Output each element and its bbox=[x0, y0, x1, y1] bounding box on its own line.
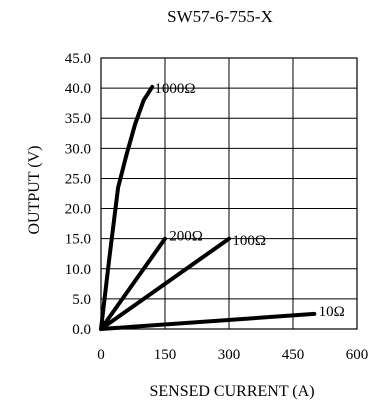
y-tick-label-5: 25.0 bbox=[65, 171, 91, 187]
plot-frame bbox=[100, 57, 358, 330]
grid bbox=[100, 57, 358, 330]
x-tick-label-4: 600 bbox=[346, 347, 369, 363]
x-tick-label-0: 0 bbox=[97, 347, 105, 363]
y-tick-label-2: 10.0 bbox=[65, 262, 91, 278]
y-tick-label-7: 35.0 bbox=[65, 111, 91, 127]
series-labels: 1000Ω 200Ω 100Ω 10Ω bbox=[154, 81, 344, 320]
series-layer bbox=[99, 84, 317, 331]
y-tick-label-1: 5.0 bbox=[72, 292, 91, 308]
series-line-0 bbox=[99, 84, 155, 331]
series-line-3 bbox=[99, 311, 317, 331]
series-line-2 bbox=[99, 236, 231, 331]
y-tick-label-8: 40.0 bbox=[65, 81, 91, 97]
y-tick-label-4: 20.0 bbox=[65, 202, 91, 218]
y-tick-label-3: 15.0 bbox=[65, 232, 91, 248]
series-label-0: 1000Ω bbox=[154, 81, 195, 97]
x-tick-label-2: 300 bbox=[218, 347, 241, 363]
x-axis-label: SENSED CURRENT (A) bbox=[149, 383, 314, 400]
x-tick-label-3: 450 bbox=[282, 347, 305, 363]
y-tick-label-0: 0.0 bbox=[72, 322, 91, 338]
tick-labels: 0.0 5.0 10.0 15.0 20.0 25.0 30.0 35.0 40.0 45.0 0 1… bbox=[65, 51, 369, 363]
series-line-1 bbox=[99, 236, 167, 331]
series-label-3: 10Ω bbox=[319, 304, 345, 320]
x-tick-label-1: 150 bbox=[154, 347, 177, 363]
series-label-2: 100Ω bbox=[232, 233, 266, 249]
y-tick-label-9: 45.0 bbox=[65, 51, 91, 67]
y-tick-label-6: 30.0 bbox=[65, 141, 91, 157]
chart-title: SW57-6-755-X bbox=[167, 7, 273, 26]
y-axis-label: OUTPUT (V) bbox=[26, 145, 43, 234]
series-label-1: 200Ω bbox=[169, 229, 203, 245]
